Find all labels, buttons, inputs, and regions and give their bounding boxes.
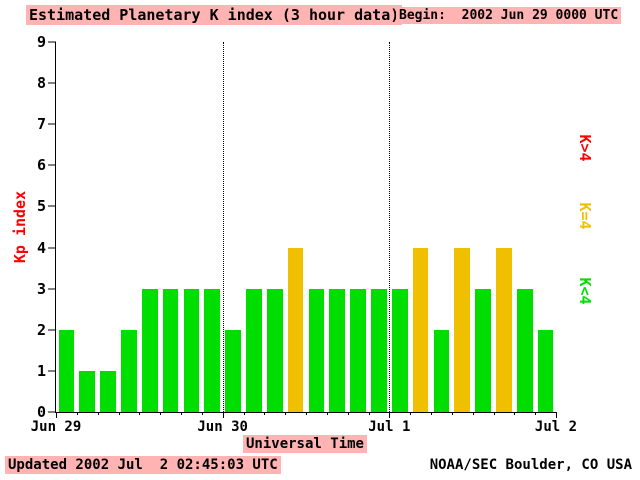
y-tick-mark bbox=[48, 411, 56, 413]
x-tick-minor bbox=[368, 412, 370, 415]
kp-bar bbox=[225, 329, 241, 412]
x-tick-minor bbox=[535, 412, 537, 415]
legend-label-gt4: K>4 bbox=[576, 134, 594, 162]
x-tick-minor bbox=[306, 412, 307, 415]
x-tick-minor bbox=[472, 412, 474, 415]
y-tick-label: 8 bbox=[36, 74, 46, 93]
x-tick-minor bbox=[118, 412, 120, 415]
x-tick-minor bbox=[326, 412, 328, 415]
y-tick-mark bbox=[48, 288, 56, 290]
kp-bar bbox=[204, 288, 221, 412]
x-tick-minor bbox=[431, 412, 432, 415]
y-tick-mark bbox=[48, 247, 56, 249]
x-tick-minor bbox=[451, 412, 453, 415]
kp-bar bbox=[454, 247, 471, 412]
x-tick-major bbox=[556, 412, 557, 418]
x-tick-minor bbox=[243, 412, 245, 415]
kp-bar bbox=[433, 329, 450, 412]
x-tick-minor bbox=[264, 412, 266, 415]
x-tick-label: Jul 1 bbox=[368, 419, 411, 435]
begin-value: 2002 Jun 29 0000 UTC bbox=[461, 8, 619, 23]
y-tick-label: 9 bbox=[36, 33, 46, 51]
x-tick-label: Jun 29 bbox=[30, 419, 82, 435]
chart-title: Estimated Planetary K index (3 hour data… bbox=[26, 5, 403, 25]
x-tick-major bbox=[389, 412, 391, 418]
kp-bar bbox=[329, 288, 346, 412]
legend-label-eq4: K=4 bbox=[576, 202, 594, 230]
kp-bar bbox=[496, 247, 512, 412]
plot-area: 0 1 2 3 4 5 6 7 8 9 Jun 29 Jun 30 Jul 1 Jul 2 bbox=[31, 33, 577, 435]
y-tick-label: 7 bbox=[36, 115, 46, 134]
kp-bar bbox=[183, 288, 200, 412]
y-tick-mark bbox=[48, 329, 56, 331]
kp-bar bbox=[350, 288, 366, 412]
kp-bar bbox=[516, 288, 533, 412]
y-tick-mark bbox=[48, 205, 56, 207]
y-tick-mark bbox=[48, 41, 56, 43]
x-tick-minor bbox=[410, 412, 412, 415]
kp-bar bbox=[308, 288, 325, 412]
x-tick-major bbox=[222, 412, 224, 418]
kp-bar bbox=[287, 247, 304, 412]
day-boundary-gridline bbox=[222, 42, 224, 412]
x-tick-label: Jul 2 bbox=[534, 419, 578, 435]
x-tick-major bbox=[56, 412, 57, 418]
y-tick-mark bbox=[48, 164, 56, 166]
begin-label: Begin: bbox=[399, 8, 446, 23]
x-axis-title: Universal Time bbox=[55, 435, 555, 453]
day-boundary-gridline bbox=[389, 42, 391, 412]
x-tick-minor bbox=[160, 412, 162, 415]
kp-bar bbox=[266, 288, 283, 412]
y-tick-mark bbox=[48, 123, 56, 125]
kp-bar bbox=[391, 288, 408, 412]
y-tick-label: 6 bbox=[36, 156, 46, 175]
y-tick-label: 2 bbox=[36, 320, 46, 339]
y-tick-label: 3 bbox=[36, 279, 46, 298]
y-tick-label: 0 bbox=[36, 403, 46, 421]
y-tick-mark bbox=[48, 82, 56, 84]
kp-bar bbox=[246, 288, 262, 412]
kp-bar bbox=[412, 247, 429, 412]
x-tick-minor bbox=[514, 412, 516, 415]
y-tick-label: 5 bbox=[36, 197, 46, 216]
kp-bar bbox=[537, 329, 554, 412]
x-tick-minor bbox=[181, 412, 182, 415]
x-tick-label: Jun 30 bbox=[197, 419, 248, 435]
kp-bar bbox=[475, 288, 491, 412]
footer-source: NOAA/SEC Boulder, CO USA bbox=[429, 457, 632, 473]
x-tick-minor bbox=[139, 412, 141, 415]
x-tick-minor bbox=[201, 412, 203, 415]
y-tick-mark bbox=[48, 370, 56, 372]
begin-timestamp: Begin: 2002 Jun 29 0000 UTC bbox=[396, 7, 622, 24]
kp-bar bbox=[79, 370, 96, 412]
y-tick-label: 4 bbox=[36, 238, 46, 257]
legend-label-lt4: K<4 bbox=[576, 277, 594, 305]
y-tick-label: 1 bbox=[36, 361, 46, 380]
x-tick-minor bbox=[347, 412, 349, 415]
kp-bar bbox=[162, 288, 179, 412]
footer-updated: Updated 2002 Jul 2 02:45:03 UTC bbox=[5, 456, 281, 474]
x-tick-minor bbox=[493, 412, 495, 415]
kp-bar bbox=[58, 329, 75, 412]
x-tick-minor bbox=[285, 412, 287, 415]
kp-bar bbox=[100, 370, 116, 412]
kp-bar bbox=[121, 329, 137, 412]
kp-bar bbox=[371, 288, 387, 412]
x-tick-minor bbox=[76, 412, 78, 415]
kp-bar bbox=[141, 288, 158, 412]
chart-title-text: Estimated Planetary K index (3 hour data… bbox=[26, 5, 403, 25]
x-tick-minor bbox=[97, 412, 99, 415]
